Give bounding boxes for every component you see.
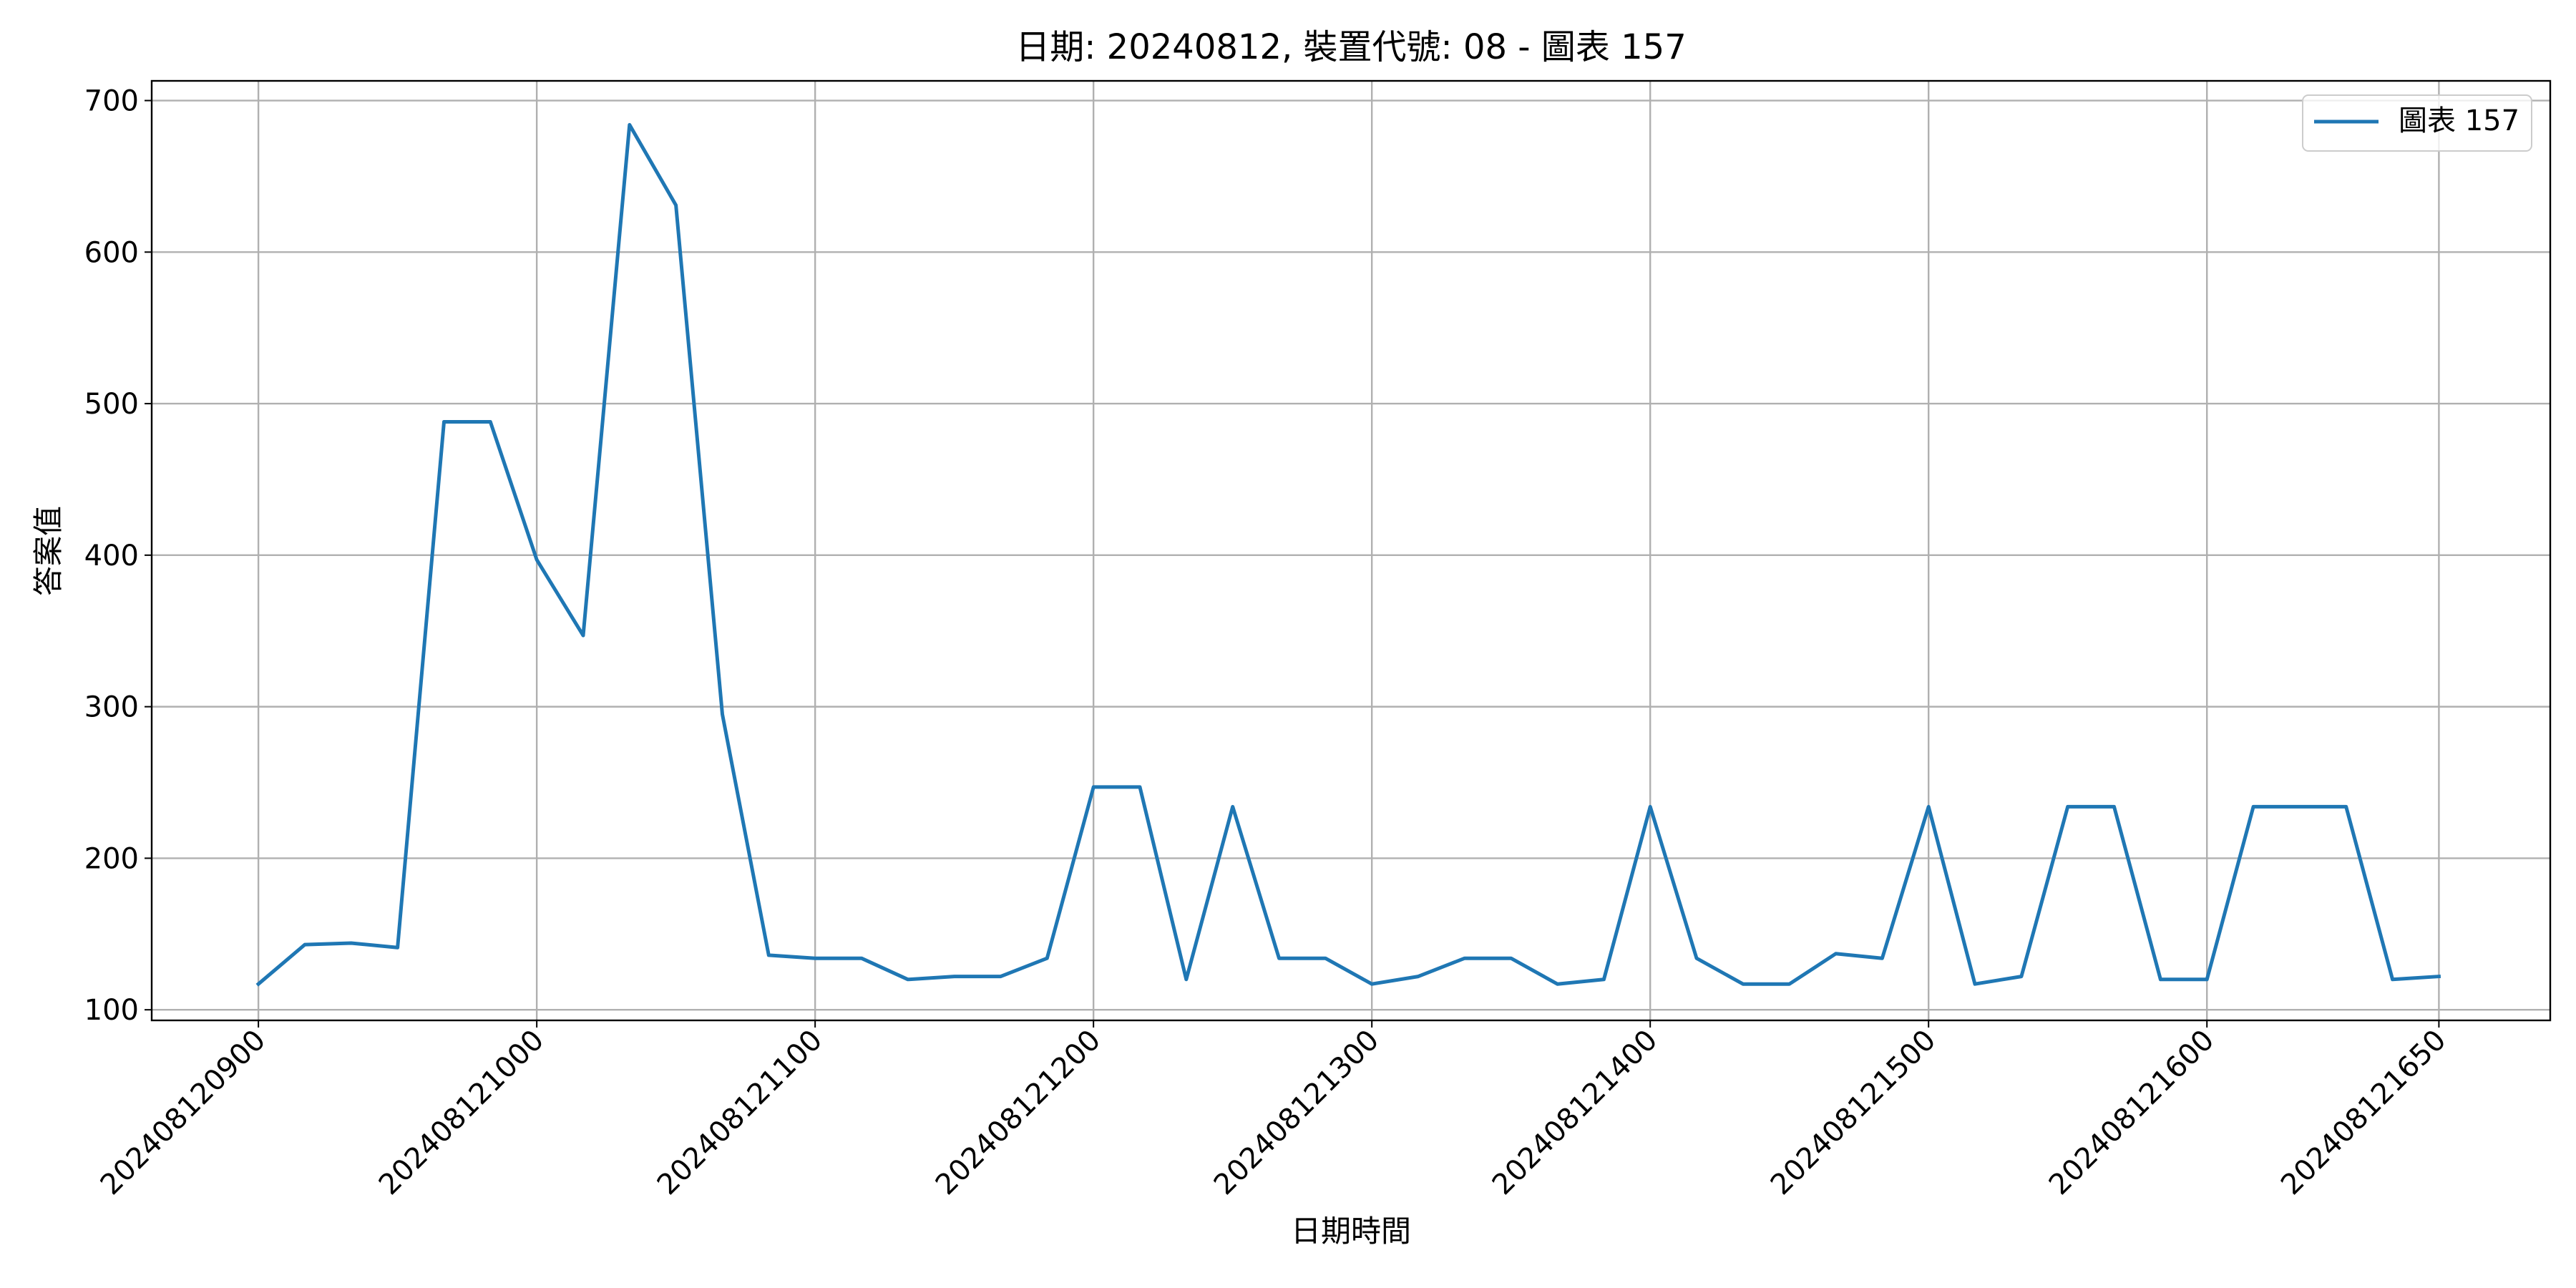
y-tick-label: 700: [84, 85, 139, 118]
x-axis-title: 日期時間: [1291, 1214, 1411, 1249]
x-tick-label: 202408121500: [1765, 1024, 1942, 1201]
y-axis-title: 答案值: [31, 506, 66, 596]
x-tick-label: 202408121200: [930, 1024, 1107, 1201]
x-tick-label: 202408121300: [1208, 1024, 1385, 1201]
grid-layer: [152, 81, 2550, 1020]
y-tick-label: 600: [84, 236, 139, 269]
y-tick-label: 400: [84, 540, 139, 572]
x-tick-label: 202408121600: [2043, 1024, 2220, 1201]
y-tick-label: 100: [84, 994, 139, 1027]
y-tick-label: 300: [84, 691, 139, 724]
x-tick-label: 202408120900: [94, 1024, 272, 1201]
chart-title: 日期: 20240812, 裝置代號: 08 - 圖表 157: [1015, 27, 1686, 67]
x-tick-label: 202408121400: [1486, 1024, 1664, 1201]
x-tick-label: 202408121000: [373, 1024, 550, 1201]
x-tick-label: 202408121100: [651, 1024, 829, 1201]
series-line: [255, 122, 2441, 987]
y-tick-label: 200: [84, 842, 139, 875]
legend-box: [2302, 94, 2532, 152]
legend-label: 圖表 157: [2399, 104, 2519, 137]
x-axis-ticks: 202408120900 202408121000 202408121100 2024…: [94, 1020, 2452, 1201]
x-tick-label: 202408121650: [2275, 1024, 2452, 1201]
series-layer: [255, 122, 2441, 987]
legend: 圖表 157: [2302, 94, 2532, 152]
y-axis-ticks: 100 200 300 400 500 600 700: [84, 85, 152, 1027]
plot-frame: [150, 79, 2552, 1022]
y-tick-label: 500: [84, 388, 139, 421]
